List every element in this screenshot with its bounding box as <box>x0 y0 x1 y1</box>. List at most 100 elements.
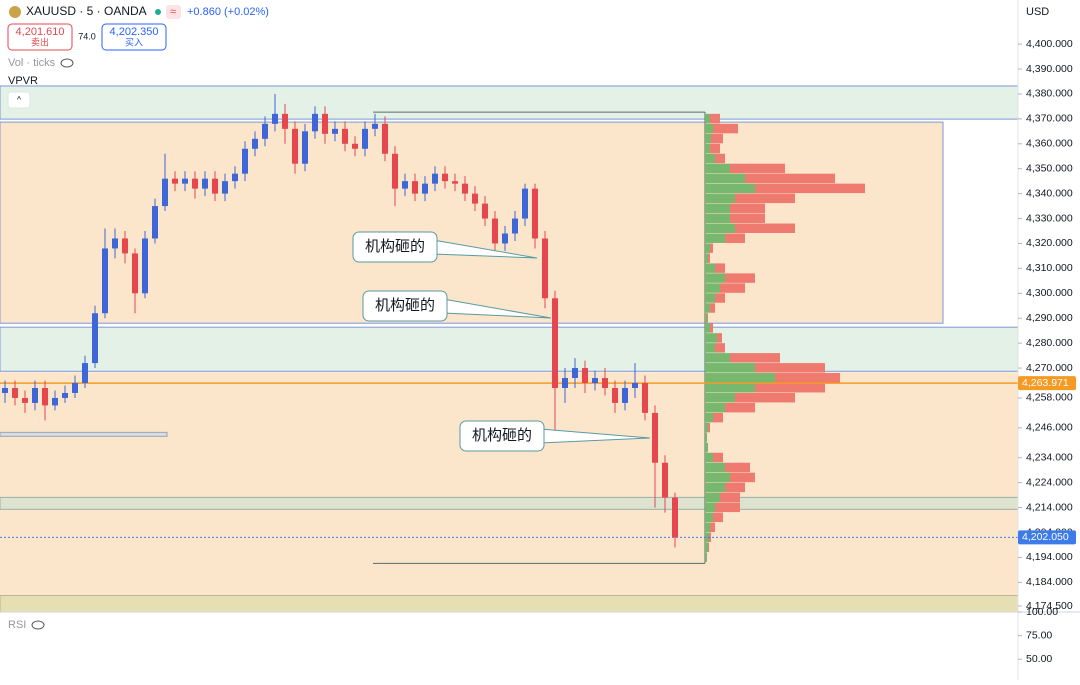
volume-up <box>705 303 710 313</box>
candle-body <box>372 123 378 129</box>
price-label: 4,263.971 <box>1022 377 1069 389</box>
y-tick-label: 4,350.000 <box>1026 162 1073 174</box>
y-tick-label: 4,400.000 <box>1026 38 1073 50</box>
volume-down <box>745 173 835 184</box>
candle-body <box>72 382 78 393</box>
callout-cover <box>441 300 446 312</box>
y-tick-label: 50.00 <box>1026 653 1052 665</box>
candle-body <box>12 387 18 398</box>
candle-body <box>192 178 198 189</box>
candle-body <box>222 181 228 194</box>
y-tick-label: 4,290.000 <box>1026 312 1073 324</box>
candle-body <box>602 378 608 388</box>
volume-down <box>775 373 840 383</box>
volume-up <box>705 183 755 194</box>
candle-body <box>142 238 148 294</box>
y-tick-label: 4,224.000 <box>1026 476 1073 488</box>
axis-unit: USD <box>1026 6 1049 18</box>
volume-up <box>705 193 735 204</box>
buy-price: 4,202.350 <box>110 26 159 38</box>
y-tick-label: 4,246.000 <box>1026 422 1073 434</box>
candle-body <box>82 363 88 383</box>
volume-down <box>713 412 723 423</box>
candle-body <box>332 128 338 134</box>
candle-body <box>512 218 518 234</box>
volume-up <box>705 402 725 413</box>
y-tick-label: 100.00 <box>1026 606 1058 618</box>
candle-body <box>482 203 488 219</box>
candle-body <box>62 392 68 398</box>
candle-body <box>52 397 58 406</box>
callout-box <box>362 290 448 322</box>
volume-down <box>710 522 715 533</box>
volume-up <box>705 512 713 523</box>
candle-body <box>442 173 448 182</box>
volume-up <box>705 382 755 393</box>
volume-up <box>705 432 707 443</box>
eye-icon[interactable] <box>31 620 45 630</box>
volume-up <box>705 392 735 403</box>
candle-body <box>122 238 128 254</box>
candle-body <box>282 113 288 129</box>
candle-body <box>382 123 388 154</box>
price-change: +0.860 (+0.02%) <box>187 6 269 18</box>
spread: 74.0 <box>78 31 96 41</box>
y-tick-label: 4,390.000 <box>1026 63 1073 75</box>
buy-label: 买入 <box>125 37 143 47</box>
candle-body <box>582 368 588 383</box>
status-icon: ≈ <box>170 6 176 18</box>
collapse-button[interactable] <box>7 91 31 109</box>
sell-label: 卖出 <box>31 36 49 47</box>
candle-body <box>112 238 118 249</box>
candle-body <box>642 382 648 413</box>
candle-body <box>392 153 398 189</box>
symbol: XAUUSD · 5 · OANDA <box>26 4 147 18</box>
volume-up <box>705 472 730 483</box>
volume-up <box>705 113 710 124</box>
volume-up <box>705 552 707 562</box>
volume-down <box>730 163 785 174</box>
candle-body <box>342 128 348 144</box>
y-tick-label: 4,174.500 <box>1026 600 1073 612</box>
candle-body <box>432 173 438 184</box>
y-tick-label: 4,370.000 <box>1026 113 1073 125</box>
candle-body <box>472 193 478 204</box>
volume-up <box>705 502 715 513</box>
candle-body <box>32 387 38 403</box>
volume-down <box>715 293 725 303</box>
candle-body <box>182 178 188 184</box>
volume-down <box>707 313 708 323</box>
candle-body <box>652 412 658 463</box>
zone <box>0 326 1019 372</box>
volume-up <box>705 452 713 463</box>
volume-down <box>710 113 720 124</box>
annotation: 机构砸的 <box>375 297 435 314</box>
volume-up <box>705 203 730 214</box>
candle-body <box>522 188 528 219</box>
candle-body <box>422 183 428 194</box>
zone <box>0 85 1019 120</box>
callout-box <box>459 420 545 452</box>
volume-down <box>755 183 865 194</box>
candle-body <box>242 148 248 174</box>
candle-body <box>492 218 498 244</box>
volume-down <box>725 273 755 283</box>
candle-body <box>502 233 508 244</box>
candle-body <box>672 497 678 538</box>
volume-up <box>705 223 735 233</box>
volume-down <box>720 283 745 293</box>
y-tick-label: 4,310.000 <box>1026 262 1073 274</box>
candle-body <box>532 188 538 239</box>
plot-layer <box>0 85 1019 613</box>
eye-icon[interactable] <box>60 58 74 68</box>
sell-button[interactable] <box>7 23 73 51</box>
volume-up <box>705 422 708 433</box>
sell-price: 4,201.610 <box>16 26 65 38</box>
buy-button[interactable] <box>101 23 167 51</box>
volume-up <box>705 283 720 293</box>
volume-up <box>705 143 710 154</box>
volume-up <box>705 323 710 333</box>
candle-body <box>412 181 418 194</box>
volume-label: Vol · ticks <box>8 57 56 69</box>
